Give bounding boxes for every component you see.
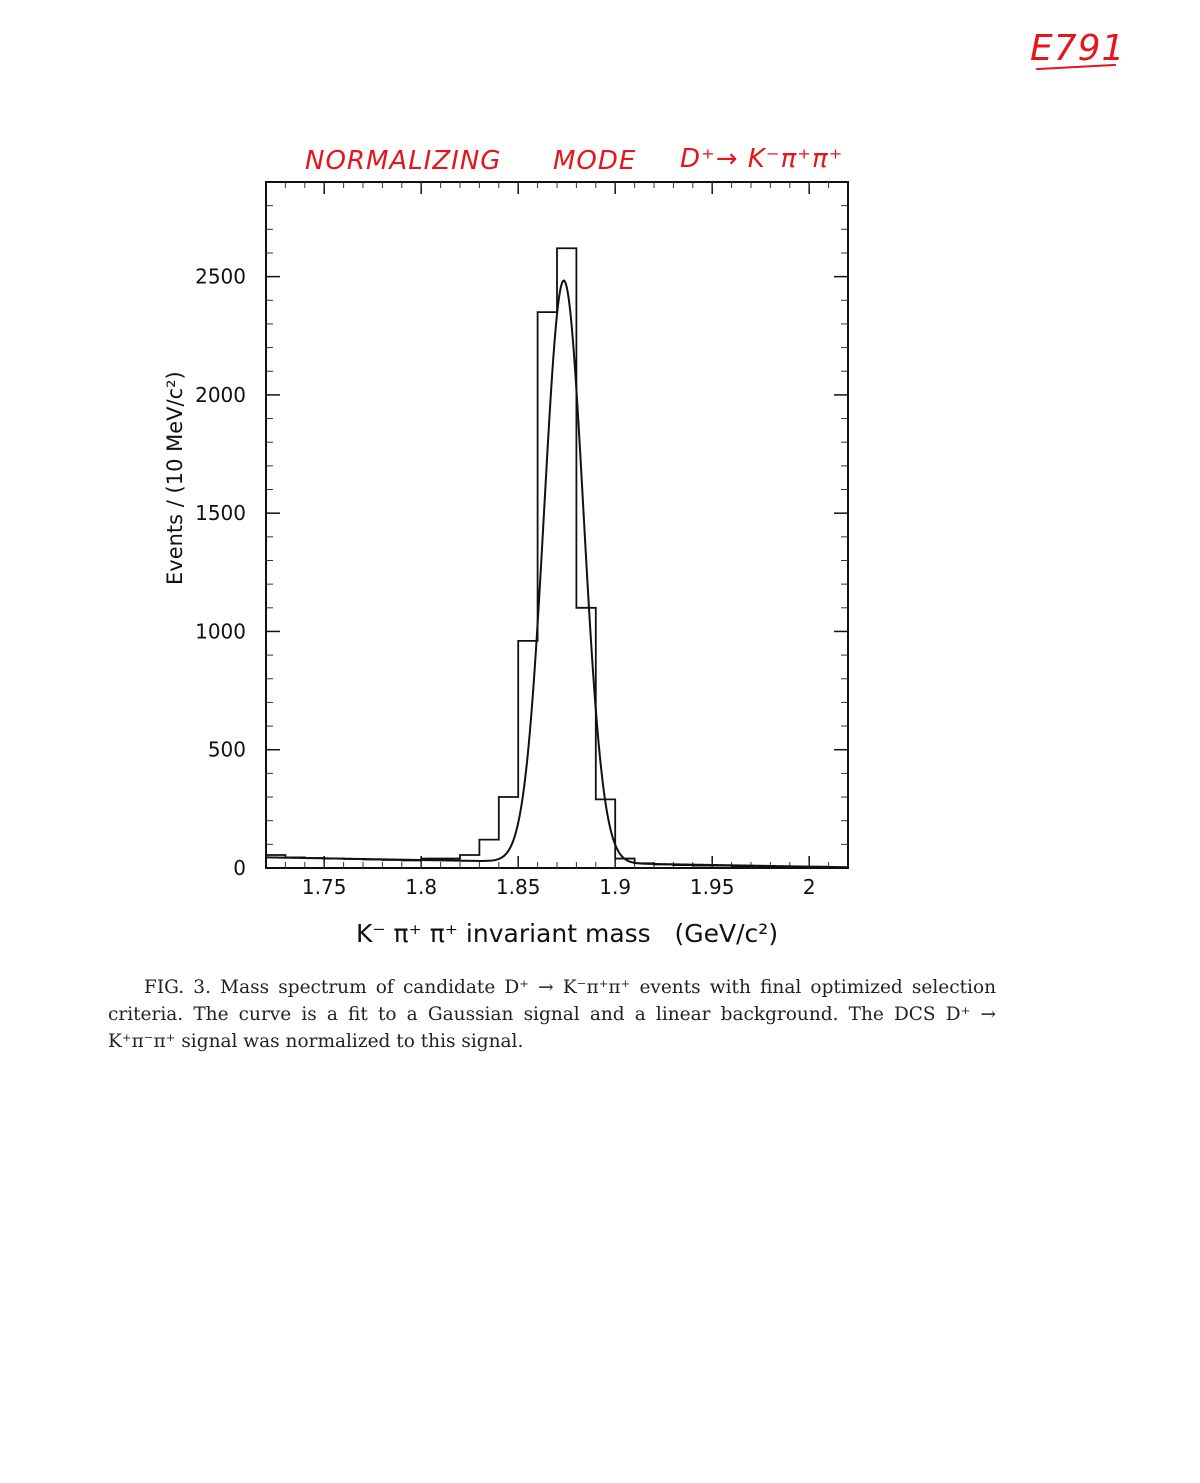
handwritten-title-mode: MODE (553, 146, 637, 176)
y-tick-label: 500 (208, 738, 246, 762)
caption-text: FIG. 3. Mass spectrum of candidate D⁺ → … (108, 977, 996, 1052)
x-tick-label: 2 (803, 875, 816, 899)
y-tick-label: 1500 (195, 501, 246, 525)
x-tick-label: 1.95 (690, 875, 735, 899)
handwritten-title-normalizing: NORMALIZING (305, 146, 502, 176)
histogram-bin (402, 860, 421, 868)
histogram-bin (324, 859, 343, 868)
histogram-bin (305, 858, 324, 868)
histogram-bin (693, 866, 712, 868)
y-tick-label: 0 (233, 856, 246, 880)
x-tick-label: 1.9 (599, 875, 631, 899)
histogram-layer (266, 247, 848, 869)
tick-labels: 1.75 1.8 1.85 1.9 1.95 2 0 500 1000 1500 2000 2500 (195, 265, 815, 899)
histogram-bin (479, 840, 498, 868)
fit-curve-layer (265, 279, 849, 869)
gaussian-fit-curve (265, 279, 849, 869)
y-axis-label: Events / (10 MeV/c²) (163, 371, 187, 585)
y-tick-label: 2500 (195, 265, 246, 289)
x-tick-label: 1.85 (496, 875, 541, 899)
histogram-bin (344, 859, 363, 868)
figure-caption: FIG. 3. Mass spectrum of candidate D⁺ → … (108, 974, 996, 1055)
x-axis-label: K⁻ π⁺ π⁺ invariant mass (GeV/c²) (356, 919, 778, 948)
histogram-bin (576, 608, 595, 868)
histogram-bin (382, 860, 401, 868)
handwritten-experiment-tag: E791 (1030, 28, 1126, 69)
x-tick-label: 1.8 (405, 875, 437, 899)
y-tick-label: 1000 (195, 619, 246, 643)
handwritten-title-decay: D⁺→ K⁻π⁺π⁺ (680, 144, 844, 174)
axis-ticks (266, 182, 848, 869)
histogram-bin (363, 859, 382, 868)
y-tick-label: 2000 (195, 383, 246, 407)
x-tick-label: 1.75 (302, 875, 347, 899)
